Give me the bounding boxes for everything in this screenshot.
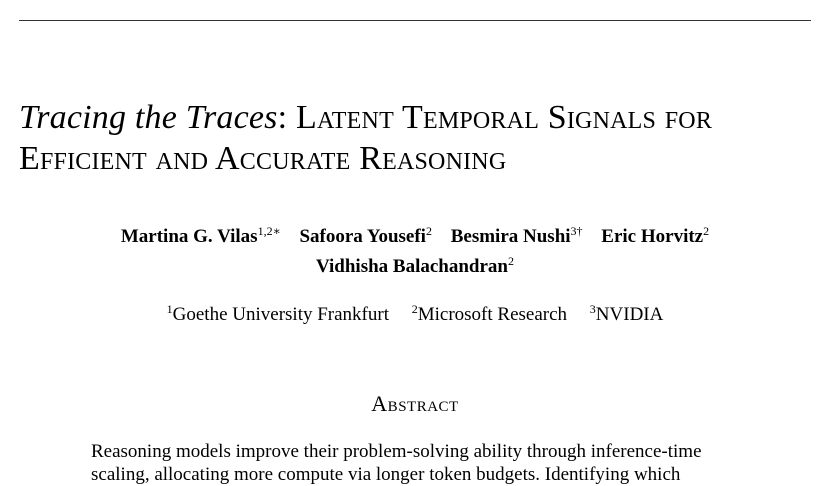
affiliation-name: Goethe University Frankfurt — [172, 304, 389, 325]
author: Safoora Yousefi2 — [299, 224, 432, 247]
author-list: Martina G. Vilas1,2∗ Safoora Yousefi2 Be… — [0, 222, 830, 282]
author-name: Safoora Yousefi — [299, 226, 426, 247]
author-name: Martina G. Vilas — [120, 226, 258, 247]
author-name: Besmira Nushi — [450, 226, 571, 247]
author-name: Vidhisha Balachandran — [315, 256, 508, 277]
author-affil-mark: 1,2∗ — [257, 224, 281, 238]
title-rest: : Latent Temporal Signals for — [277, 99, 713, 136]
abstract-body: Reasoning models improve their problem-s… — [91, 440, 741, 486]
affiliation-mark: 2 — [411, 302, 418, 316]
title-italic: Tracing the Traces — [19, 99, 278, 136]
author: Vidhisha Balachandran2 — [315, 254, 514, 277]
author: Martina G. Vilas1,2∗ — [120, 224, 281, 247]
author: Eric Horvitz2 — [601, 224, 710, 247]
affiliation-mark: 1 — [166, 302, 173, 316]
top-rule — [19, 20, 811, 21]
affiliation-mark: 3 — [589, 302, 596, 316]
affiliation: 1Goethe University Frankfurt — [166, 302, 389, 325]
affiliation: 2Microsoft Research — [411, 302, 568, 325]
abstract-line: scaling, allocating more compute via lon… — [91, 464, 681, 485]
affiliation-name: NVIDIA — [595, 304, 664, 325]
abstract-heading: Abstract — [371, 391, 459, 416]
affiliation: 3NVIDIA — [589, 302, 664, 325]
author-affil-mark: 2 — [508, 254, 514, 268]
author-name: Eric Horvitz — [601, 226, 704, 247]
author-affil-mark: 3† — [570, 224, 583, 238]
author: Besmira Nushi3† — [450, 224, 583, 247]
author-affil-mark: 2 — [425, 224, 432, 238]
affiliation-name: Microsoft Research — [417, 304, 568, 325]
affiliation-list: 1Goethe University Frankfurt 2Microsoft … — [0, 302, 830, 328]
author-affil-mark: 2 — [703, 224, 710, 238]
abstract-line: Reasoning models improve their problem-s… — [91, 441, 702, 462]
paper-title: Tracing the Traces: Latent Temporal Sign… — [19, 97, 819, 179]
title-line-2: Efficient and Accurate Reasoning — [19, 140, 507, 177]
